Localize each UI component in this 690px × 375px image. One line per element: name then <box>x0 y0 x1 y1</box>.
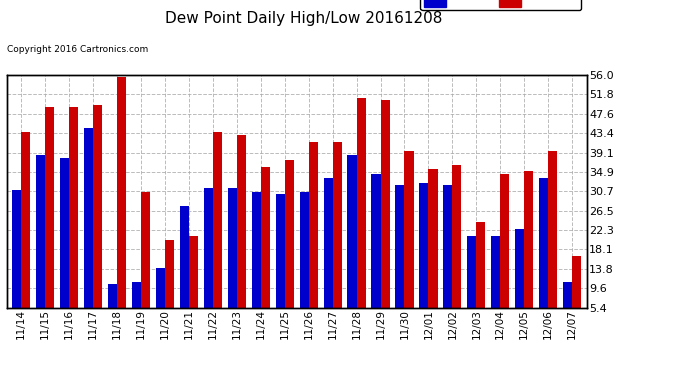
Bar <box>108 284 117 308</box>
Bar <box>60 158 69 308</box>
Bar <box>180 206 189 308</box>
Bar <box>285 160 294 308</box>
Text: Copyright 2016 Cartronics.com: Copyright 2016 Cartronics.com <box>7 45 148 54</box>
Bar <box>371 174 380 308</box>
Bar <box>12 190 21 308</box>
Bar <box>69 107 78 308</box>
Bar <box>476 222 486 308</box>
Bar <box>404 151 413 308</box>
Bar <box>21 132 30 308</box>
Bar <box>548 151 558 308</box>
Bar <box>572 256 581 307</box>
Bar <box>428 169 437 308</box>
Bar <box>500 174 509 308</box>
Bar <box>333 142 342 308</box>
Bar <box>84 128 93 308</box>
Bar <box>237 135 246 308</box>
Bar <box>395 185 404 308</box>
Bar <box>308 142 318 308</box>
Bar <box>165 240 174 308</box>
Bar <box>420 183 428 308</box>
Bar <box>252 192 261 308</box>
Bar <box>93 105 102 308</box>
Bar <box>156 268 165 308</box>
Bar <box>453 165 462 308</box>
Bar <box>132 282 141 308</box>
Bar <box>348 155 357 308</box>
Bar <box>189 236 198 308</box>
Bar <box>467 236 476 308</box>
Bar <box>36 155 46 308</box>
Bar <box>213 132 222 308</box>
Bar <box>380 100 390 308</box>
Text: Dew Point Daily High/Low 20161208: Dew Point Daily High/Low 20161208 <box>165 11 442 26</box>
Bar <box>204 188 213 308</box>
Bar <box>563 282 572 308</box>
Bar <box>299 192 308 308</box>
Bar <box>524 171 533 308</box>
Bar <box>46 107 55 308</box>
Bar <box>117 77 126 308</box>
Bar <box>491 236 500 308</box>
Bar <box>324 178 333 308</box>
Bar <box>539 178 548 308</box>
Bar <box>357 98 366 308</box>
Bar <box>141 192 150 308</box>
Bar <box>443 185 453 308</box>
Legend: Low  (°F), High  (°F): Low (°F), High (°F) <box>420 0 581 10</box>
Bar <box>228 188 237 308</box>
Bar <box>515 229 524 308</box>
Bar <box>261 167 270 308</box>
Bar <box>275 195 285 308</box>
